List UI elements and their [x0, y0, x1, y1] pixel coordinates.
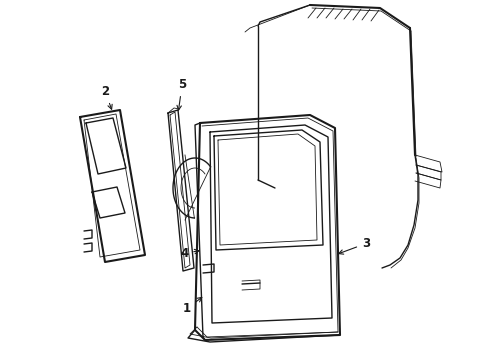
Text: 1: 1 — [183, 297, 202, 315]
Text: 5: 5 — [177, 78, 186, 110]
Text: 3: 3 — [339, 237, 370, 254]
Text: 2: 2 — [101, 85, 112, 109]
Text: 4: 4 — [180, 247, 199, 260]
